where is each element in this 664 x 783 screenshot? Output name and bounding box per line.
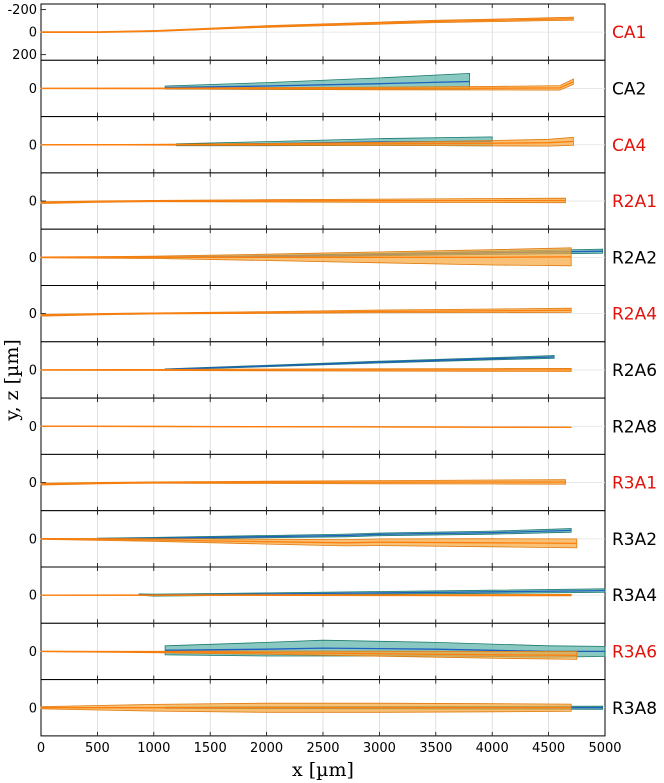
y-tick-label: 0	[29, 307, 37, 322]
x-tick-label: 3500	[419, 741, 452, 756]
y-tick-label: 200	[12, 48, 37, 63]
blue-line	[165, 80, 470, 89]
panel-r2a8: 0 R2A8	[29, 397, 657, 455]
panel-ca4: 0 CA4	[29, 116, 646, 174]
y-tick-label: 0	[29, 589, 37, 604]
y-tick-label: 0	[29, 195, 37, 210]
panel-r3a4: 0 R3A4	[29, 566, 657, 624]
panel-label: R2A2	[612, 248, 657, 268]
y-tick-label: 0	[29, 82, 37, 97]
orange-band	[40, 650, 578, 660]
panel-label: R2A8	[612, 417, 657, 437]
x-axis-title: x [µm]	[292, 759, 354, 781]
x-tick-label: 5000	[588, 741, 621, 756]
panel-label: R3A8	[612, 699, 657, 719]
panel-label: R2A4	[612, 305, 657, 325]
orange-line	[41, 140, 574, 146]
panel-label: CA1	[612, 23, 646, 43]
orange-line	[41, 81, 574, 90]
y-tick-label: 0	[29, 532, 37, 547]
panel-label: R3A6	[612, 642, 657, 662]
panel-label: CA4	[612, 136, 646, 156]
blue-line	[165, 356, 555, 371]
panel-r3a6: 0 R3A6	[29, 622, 657, 681]
y-tick-label: 0	[29, 26, 37, 41]
orange-line	[41, 17, 574, 33]
y-tick-label: 0	[29, 138, 37, 153]
y-tick-label: 0	[29, 420, 37, 435]
panel-label: CA2	[612, 79, 646, 99]
y-tick-label: 0	[29, 476, 37, 491]
x-tick-label: 2500	[306, 741, 339, 756]
panel-label: R3A1	[612, 474, 657, 494]
panel-label: R2A1	[612, 192, 657, 212]
panel-ca1: -200 0 200 CA1	[7, 3, 646, 63]
panel-r3a8: 0 R3A8	[29, 679, 657, 737]
x-tick-label: 0	[37, 741, 45, 756]
y-tick-label: 0	[29, 645, 37, 660]
panel-label: R2A6	[612, 361, 657, 381]
panel-r2a4: 0 R2A4	[29, 285, 657, 343]
panel-r3a2: 0 R3A2	[29, 510, 657, 568]
y-tick-label: 0	[29, 251, 37, 266]
y-tick-label: 0	[29, 701, 37, 716]
panel-r2a1: 0 R2A1	[29, 172, 657, 230]
panel-r2a2: 0 R2A2	[29, 228, 657, 286]
orange-line	[40, 481, 566, 485]
x-tick-label: 2000	[250, 741, 283, 756]
panel-r3a1: 0 R3A1	[29, 453, 657, 512]
x-axis: 0 500 1000 1500 2000 2500 3000 3500 4000 4500 5000	[37, 741, 622, 756]
y-tick-label: -200	[7, 3, 37, 18]
panel-r2a6: 0 R2A6	[29, 341, 657, 399]
panel-ca2: 0 CA2	[29, 59, 646, 118]
x-tick-label: 1500	[194, 741, 227, 756]
orange-line	[41, 256, 572, 258]
panel-label: R3A4	[612, 586, 657, 606]
orange-band	[40, 78, 574, 91]
y-axis-title: y, z [µm]	[1, 339, 23, 422]
orange-line	[40, 425, 572, 429]
orange-line	[40, 538, 577, 545]
x-tick-label: 4000	[476, 741, 509, 756]
x-tick-label: 4500	[532, 741, 565, 756]
y-tick-label: 0	[29, 363, 37, 378]
panel-label: R3A2	[612, 530, 657, 550]
x-tick-label: 1000	[137, 741, 170, 756]
orange-line	[40, 650, 577, 657]
orange-line	[40, 199, 566, 204]
x-tick-label: 500	[85, 741, 110, 756]
orange-line	[40, 309, 572, 316]
x-tick-label: 3000	[363, 741, 396, 756]
